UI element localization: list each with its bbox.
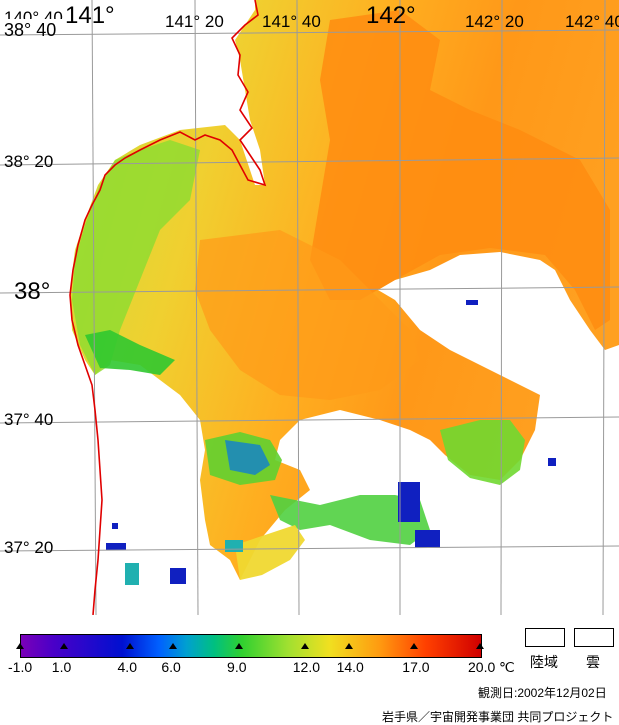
colorbar-tick-label: 14.0 (336, 659, 364, 675)
lon-label: 142° (366, 2, 416, 29)
colorbar-tick-label: 12.0 (292, 659, 320, 675)
colorbar-tick (169, 643, 178, 649)
lon-label: 141° 40 (262, 12, 321, 31)
credit: 岩手県／宇宙開発事業団 共同プロジェクト (382, 710, 614, 724)
cloud-legend-label: 雲 (586, 654, 600, 670)
sst-field-green-patches (85, 330, 175, 375)
colorbar-tick-label: 9.0 (227, 659, 247, 675)
colorbar-tick-label: 4.0 (117, 659, 137, 675)
cold-spot (398, 482, 420, 522)
cyan-spot (225, 540, 243, 552)
cold-spot (106, 543, 126, 550)
colorbar-tick (344, 643, 353, 649)
colorbar-tick (59, 643, 68, 649)
sst-field-warm2 (195, 230, 420, 400)
land-legend-label: 陸域 (530, 654, 558, 670)
sst-field-cool-coast (72, 140, 200, 375)
cold-spot (548, 458, 556, 466)
colorbar-tick (235, 643, 244, 649)
cold-spot (415, 530, 440, 548)
lat-label: 38° (14, 278, 51, 305)
cold-spot (112, 523, 118, 529)
colorbar-tick (476, 643, 484, 649)
colorbar-tick-label: 20.0 (468, 659, 496, 675)
lat-label: 37° 20 (4, 538, 54, 557)
graticule (0, 0, 619, 615)
sst-field-warm (310, 10, 610, 330)
colorbar-tick-label: 1.0 (51, 659, 72, 675)
sst-field-south-green (270, 495, 430, 545)
sst-field-south-tip (235, 525, 305, 580)
lat-label: 38° 20 (4, 152, 54, 171)
sst-field-east-green (440, 420, 525, 485)
sst-field-bay-blue (225, 440, 270, 475)
colorbar-tick (410, 643, 419, 649)
cold-spot (466, 300, 478, 305)
land-legend-swatch (525, 628, 565, 647)
colorbar-tick (125, 643, 134, 649)
lon-label: 141° (65, 2, 115, 29)
colorbar-tick-label: 17.0 (402, 659, 430, 675)
lon-label: 141° 20 (165, 12, 224, 31)
colorbar-tick-label: 6.0 (161, 659, 181, 675)
lon-label: 142° 40 (565, 12, 619, 31)
observation-date: 観測日:2002年12月02日 (478, 686, 607, 700)
colorbar-tick (300, 643, 309, 649)
coastline (69, 0, 267, 615)
cyan-spot (125, 563, 139, 585)
lat-label: 37° 40 (4, 410, 54, 429)
sst-map (0, 0, 619, 615)
lon-label: 140° 40 (4, 8, 63, 27)
lon-label: 142° 20 (465, 12, 524, 31)
cold-spot (170, 568, 186, 584)
colorbar-tick (16, 643, 24, 649)
temperature-colorbar (20, 634, 482, 658)
colorbar-tick-label: -1.0 (8, 659, 33, 675)
lat-label: 38° 40 (4, 20, 57, 40)
cloud-legend-swatch (574, 628, 614, 647)
colorbar-unit: ℃ (499, 659, 515, 675)
